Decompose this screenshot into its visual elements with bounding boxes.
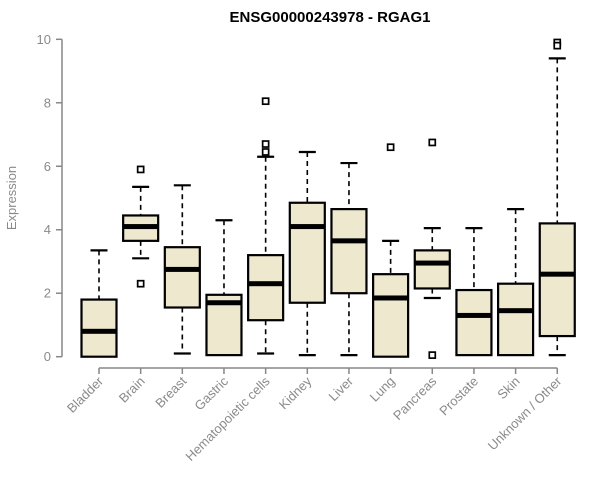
x-category-label: Prostate	[436, 374, 481, 419]
median-line	[248, 281, 284, 287]
x-category-label: Bladder	[64, 373, 107, 416]
box-group	[455, 227, 493, 357]
median-line	[206, 300, 242, 306]
box-group	[538, 38, 576, 357]
outlier-point-icon	[261, 148, 270, 156]
y-tick-label: 2	[44, 286, 51, 301]
box-group	[205, 219, 243, 357]
outlier-point-icon	[386, 143, 395, 152]
x-category-label: Pancreas	[390, 373, 440, 423]
median-line	[289, 224, 325, 230]
x-category-label: Breast	[152, 373, 189, 410]
iqr-box	[80, 298, 118, 358]
outlier-point-icon	[553, 41, 562, 50]
x-category-label: Liver	[326, 373, 357, 404]
iqr-box	[163, 246, 201, 309]
box-group	[247, 97, 285, 355]
box-group	[122, 165, 160, 288]
box-group	[330, 161, 368, 357]
box-group	[163, 184, 201, 355]
median-line	[123, 224, 159, 230]
median-line	[164, 266, 200, 272]
box-group	[288, 150, 326, 357]
outlier-point-icon	[428, 138, 437, 147]
iqr-box	[372, 273, 410, 358]
median-line	[81, 328, 117, 334]
outlier-point-icon	[136, 165, 145, 174]
x-category-label: Unknown / Other	[485, 373, 565, 453]
iqr-box	[413, 249, 451, 290]
x-category-label: Skin	[494, 374, 522, 402]
y-tick-label: 10	[37, 32, 51, 47]
median-line	[331, 238, 367, 244]
median-line	[373, 295, 409, 301]
x-category-label: Kidney	[276, 373, 315, 412]
outlier-point-icon	[261, 140, 270, 148]
y-tick-label: 0	[44, 349, 51, 364]
iqr-box	[330, 208, 368, 295]
outlier-point-icon	[136, 279, 145, 288]
y-tick-label: 6	[44, 159, 51, 174]
x-category-label: Gastric	[191, 373, 231, 413]
box-group	[80, 249, 118, 358]
x-category-label: Lung	[367, 374, 398, 405]
outlier-point-icon	[261, 97, 270, 106]
iqr-box	[288, 201, 326, 304]
iqr-box	[538, 222, 576, 338]
y-axis-label: Expression	[4, 166, 19, 230]
median-line	[498, 308, 534, 314]
x-category-label: Brain	[116, 374, 148, 406]
median-line	[539, 271, 575, 277]
box-group	[413, 138, 451, 359]
box-group	[497, 208, 535, 357]
y-tick-label: 8	[44, 95, 51, 110]
chart-title: ENSG00000243978 - RGAG1	[230, 9, 431, 26]
y-tick-label: 4	[44, 222, 51, 237]
axes: 0 2 4 6 8 10	[37, 32, 559, 374]
boxplot-boxes	[80, 38, 576, 359]
median-line	[414, 260, 450, 266]
iqr-box	[497, 282, 535, 357]
median-line	[456, 312, 492, 318]
outlier-point-icon	[428, 351, 437, 359]
iqr-box	[247, 254, 285, 322]
box-group	[372, 143, 410, 358]
iqr-box	[455, 288, 493, 357]
